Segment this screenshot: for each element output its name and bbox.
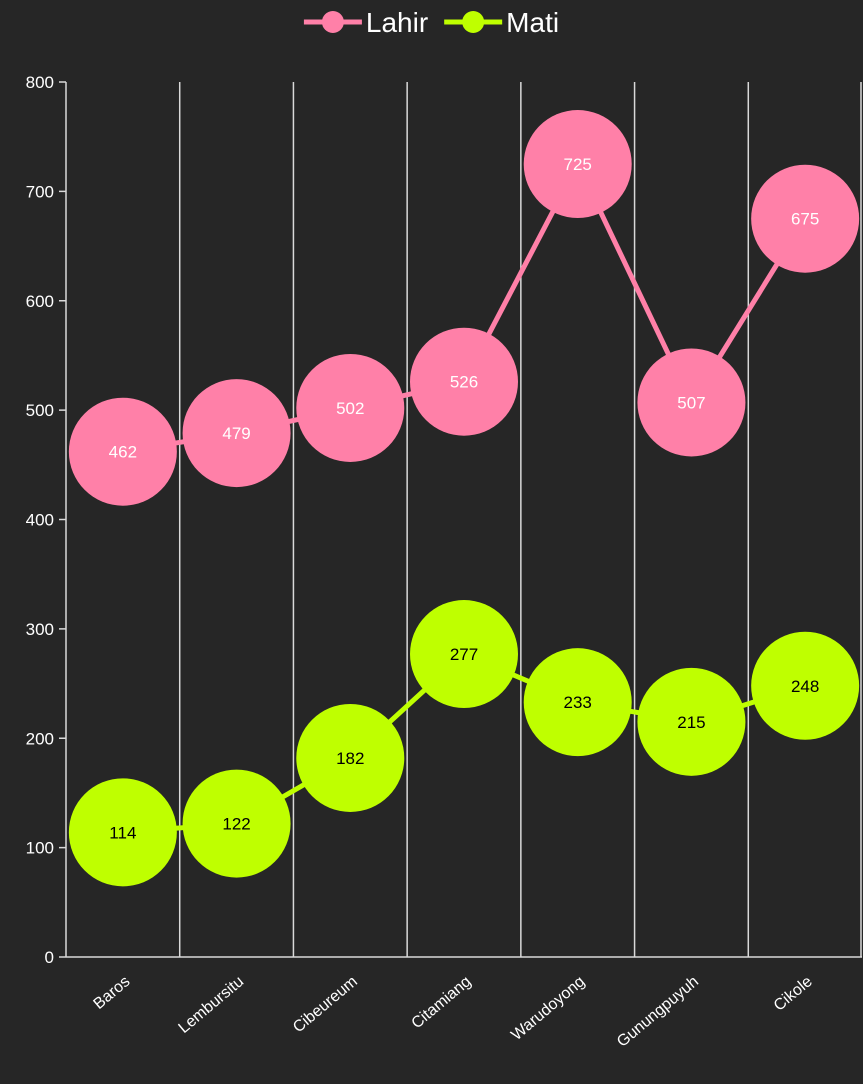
x-tick-label: Gunungpuyuh <box>614 973 702 1051</box>
series-mati: 114 122 182 277 233 215 248 <box>68 600 860 887</box>
series-layer: 462 479 502 526 725 507 675 114 122 182 277 233 215 2… <box>68 110 860 887</box>
data-point <box>410 600 518 709</box>
y-tick-label: 600 <box>26 292 54 311</box>
y-tick-label: 200 <box>26 729 54 748</box>
data-point <box>523 648 632 757</box>
legend-label: Mati <box>506 7 559 38</box>
x-tick-label: Cikole <box>771 973 816 1015</box>
x-tick-label: Warudoyong <box>508 973 588 1044</box>
x-tick-label: Lembursitu <box>176 973 248 1037</box>
y-tick-label: 800 <box>26 73 54 92</box>
data-label: 182 <box>336 749 364 768</box>
data-label: 675 <box>791 210 819 229</box>
data-point <box>410 327 518 436</box>
y-tick-label: 300 <box>26 620 54 639</box>
data-point <box>751 164 860 273</box>
y-tick-label: 100 <box>26 839 54 858</box>
data-label: 502 <box>336 399 364 418</box>
legend-item-mati: Mati <box>444 7 559 38</box>
data-label: 479 <box>222 424 250 443</box>
data-label: 215 <box>677 713 705 732</box>
data-point <box>523 110 632 219</box>
y-tick-label: 500 <box>26 401 54 420</box>
y-tick-label: 0 <box>45 948 54 967</box>
data-label: 248 <box>791 677 819 696</box>
data-point <box>68 397 177 506</box>
y-axis-ticks: 0 100 200 300 400 500 600 700 800 <box>26 73 66 967</box>
x-tick-label: Citamiang <box>408 973 474 1032</box>
y-tick-label: 400 <box>26 511 54 530</box>
x-tick-label: Baros <box>90 973 133 1013</box>
data-label: 725 <box>564 155 592 174</box>
x-tick-label: Cibeureum <box>290 973 361 1036</box>
legend: Lahir Mati <box>303 7 559 38</box>
legend-item-lahir: Lahir <box>303 7 428 38</box>
legend-marker <box>462 11 485 33</box>
x-axis-ticks: Baros Lembursitu Cibeureum Citamiang Warudoy… <box>90 973 815 1051</box>
data-label: 277 <box>450 645 478 664</box>
data-label: 122 <box>222 815 250 834</box>
data-label: 462 <box>109 443 137 462</box>
data-point <box>637 348 746 457</box>
data-point <box>296 703 405 812</box>
data-point <box>637 667 746 776</box>
data-label: 114 <box>109 823 136 842</box>
data-point <box>296 353 405 462</box>
y-tick-label: 700 <box>26 182 54 201</box>
legend-marker <box>321 11 344 33</box>
data-point <box>182 769 291 878</box>
data-label: 233 <box>564 693 592 712</box>
data-point <box>182 379 291 488</box>
data-point <box>751 631 860 740</box>
data-point <box>68 778 177 887</box>
legend-label: Lahir <box>366 7 428 38</box>
vertical-gridlines <box>178 82 862 957</box>
data-label: 507 <box>677 393 705 412</box>
data-label: 526 <box>450 373 478 392</box>
series-lahir: 462 479 502 526 725 507 675 <box>68 110 860 506</box>
